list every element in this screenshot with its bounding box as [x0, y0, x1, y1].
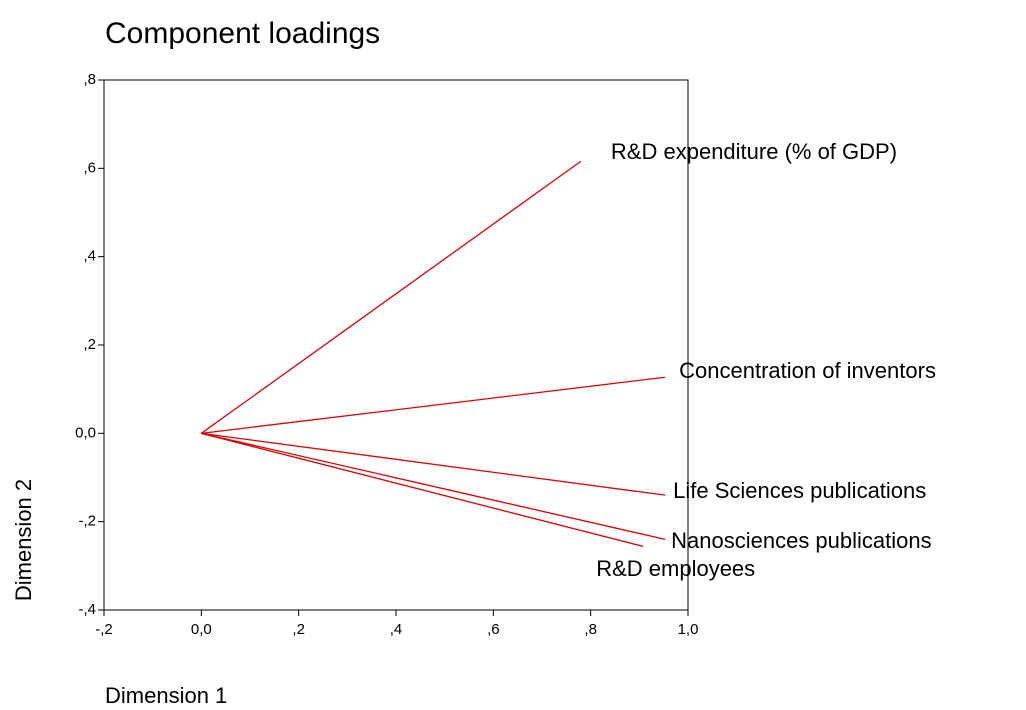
y-tick-label: ,2 — [83, 336, 96, 353]
x-tick-label: ,2 — [292, 621, 305, 638]
loading-vector — [201, 432, 644, 548]
vector-label: Life Sciences publications — [673, 478, 926, 503]
y-tick-label: ,8 — [83, 71, 96, 88]
loading-vector — [201, 432, 666, 496]
y-tick-label: ,4 — [83, 248, 96, 265]
plot-frame — [103, 79, 689, 611]
x-axis-label: Dimension 1 — [105, 683, 227, 708]
x-tick-label: -,2 — [95, 621, 113, 638]
vector-label: R&D employees — [596, 556, 755, 581]
loading-vector — [201, 376, 666, 434]
loading-vector — [201, 432, 666, 540]
x-tick-label: 0,0 — [191, 621, 212, 638]
y-tick-label: 0,0 — [75, 424, 96, 441]
x-tick-label: ,6 — [487, 621, 500, 638]
x-tick-label: ,8 — [584, 621, 597, 638]
x-tick-label: ,4 — [390, 621, 403, 638]
vector-label: Concentration of inventors — [679, 358, 936, 383]
vector-label: R&D expenditure (% of GDP) — [611, 139, 897, 164]
vector-label: Nanosciences publications — [671, 528, 932, 553]
y-tick-label: ,6 — [83, 159, 96, 176]
loading-vector — [200, 160, 582, 434]
y-axis-label: Dimension 2 — [11, 479, 36, 601]
y-tick-label: -,4 — [78, 601, 96, 618]
x-tick-label: 1,0 — [678, 621, 699, 638]
chart-title: Component loadings — [105, 17, 380, 50]
y-tick-label: -,2 — [78, 513, 96, 530]
